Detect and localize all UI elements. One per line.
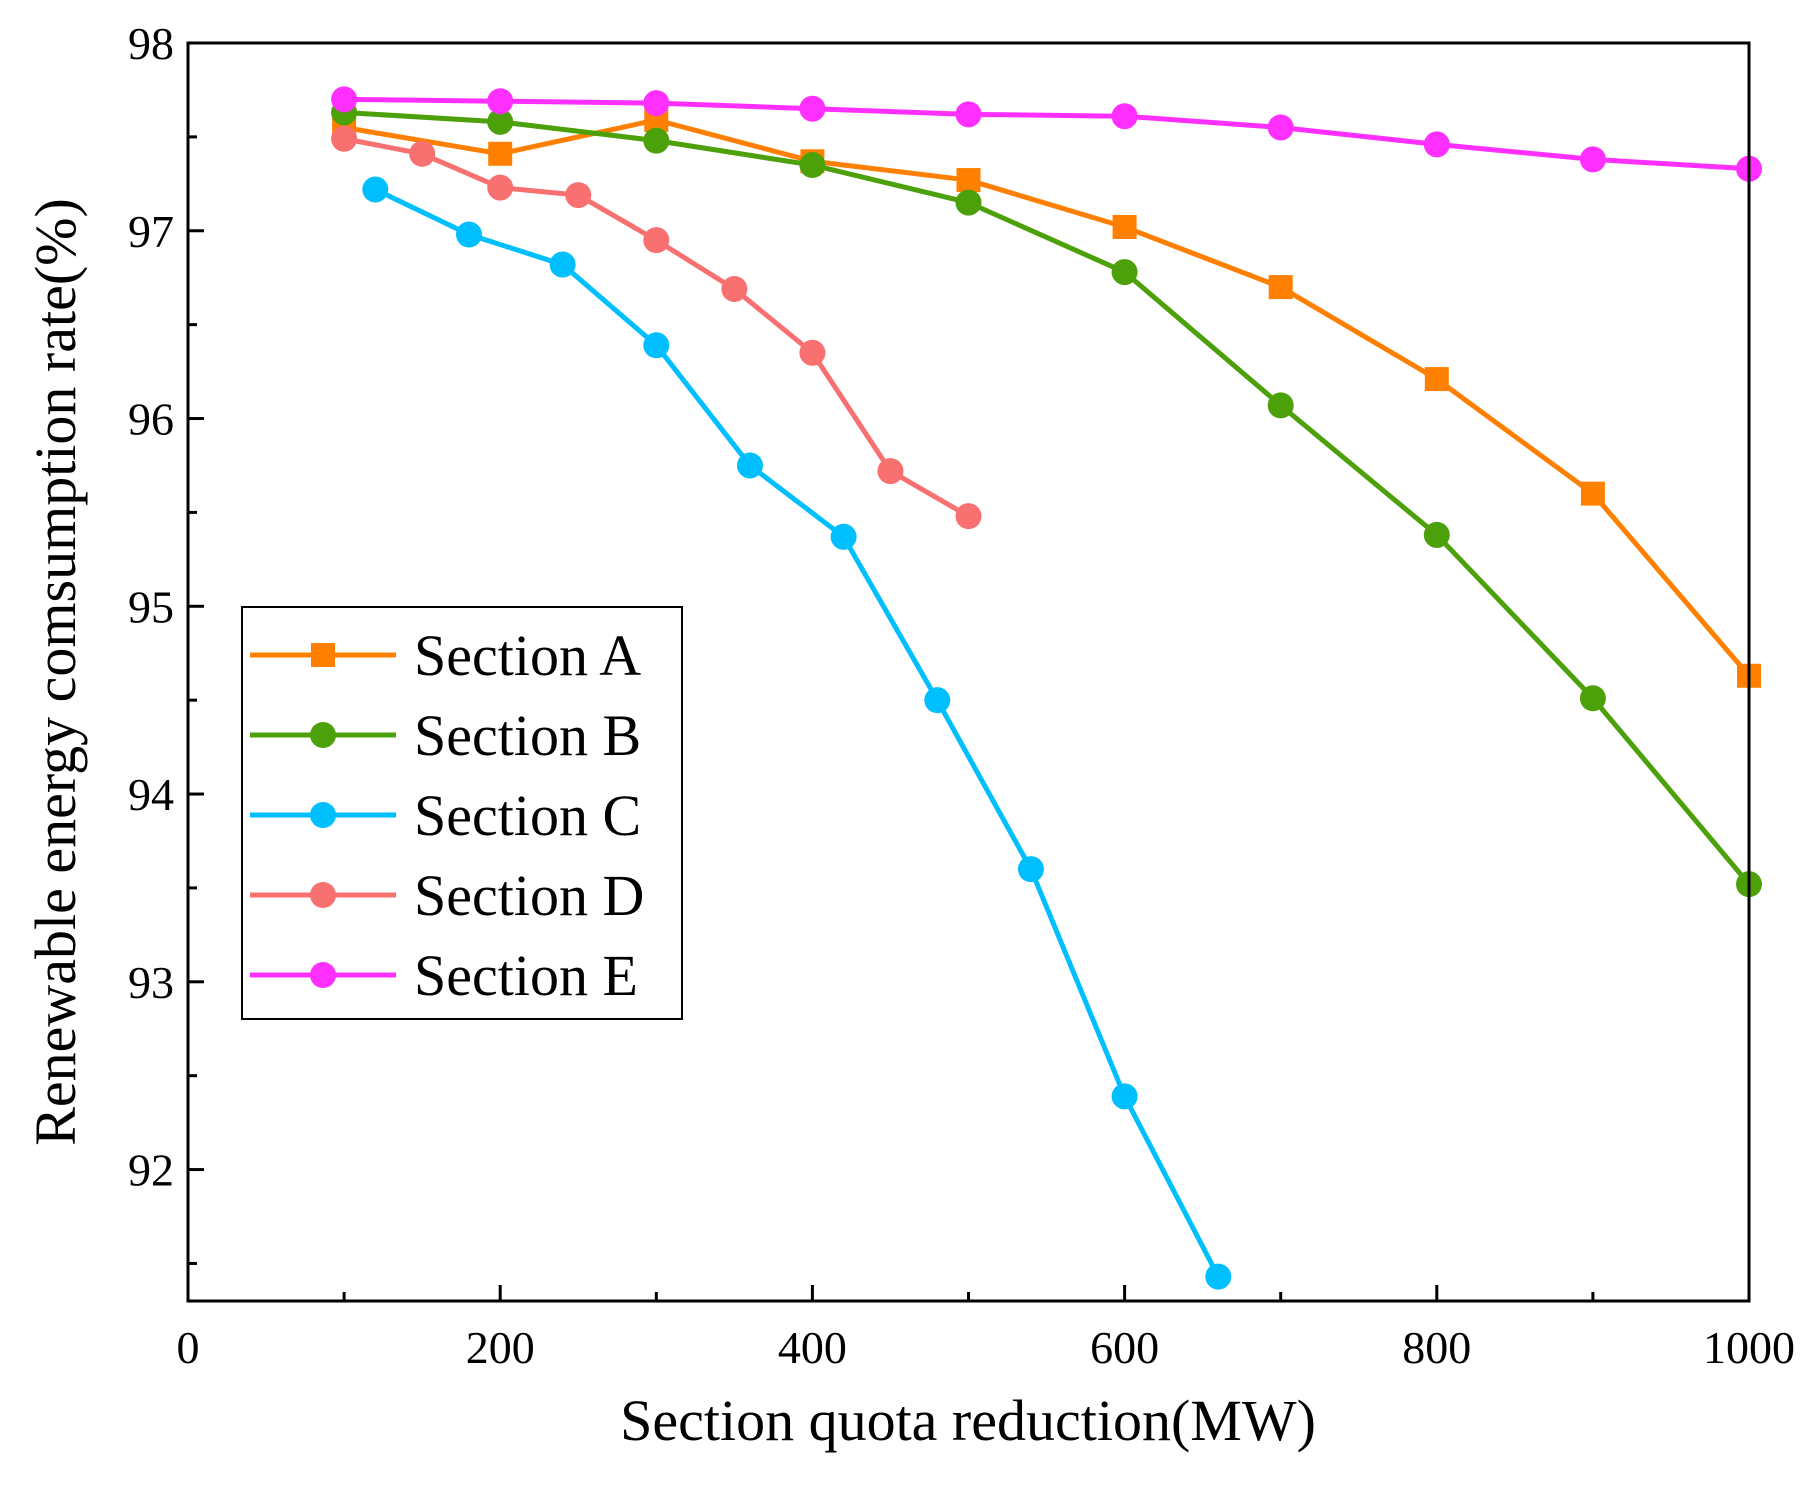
data-point: [1423, 521, 1450, 548]
legend-item: Section A: [250, 623, 641, 688]
data-point: [830, 523, 857, 550]
legend-marker: [311, 643, 335, 667]
data-point: [1111, 103, 1138, 130]
data-point: [799, 152, 826, 179]
x-tick-label: 400: [778, 1322, 847, 1373]
data-point: [1580, 481, 1605, 506]
series-line: [343, 136, 970, 519]
series-line: [343, 109, 1751, 886]
y-tick-label: 96: [128, 394, 174, 445]
data-point: [331, 86, 358, 113]
legend-item: Section B: [250, 703, 641, 768]
data-point: [1268, 275, 1293, 300]
data-point: [331, 125, 358, 152]
data-point: [409, 140, 436, 167]
legend-item: Section E: [250, 943, 638, 1008]
data-point: [955, 101, 982, 128]
data-point: [643, 90, 670, 117]
legend-marker: [310, 722, 336, 748]
data-point: [955, 189, 982, 216]
data-point: [549, 251, 576, 278]
series-line: [343, 117, 1751, 678]
data-point: [1579, 685, 1606, 712]
series-section-e: [331, 86, 1762, 182]
legend: Section A Section B Section C Section D Sect…: [241, 606, 683, 1020]
legend-item: Section D: [250, 863, 644, 928]
data-point: [455, 221, 482, 248]
x-tick-label: 1000: [1703, 1322, 1795, 1373]
legend-marker: [310, 882, 336, 908]
data-point: [487, 88, 514, 115]
data-point: [721, 275, 748, 302]
data-point: [1111, 1083, 1138, 1110]
data-point: [799, 339, 826, 366]
x-tick-label: 600: [1090, 1322, 1159, 1373]
legend-label: Section D: [414, 863, 644, 928]
legend-item: Section C: [250, 783, 641, 848]
data-point: [799, 95, 826, 122]
series-line: [344, 96, 1750, 172]
data-point: [956, 168, 981, 193]
y-tick-label: 92: [128, 1145, 174, 1196]
data-point: [1205, 1263, 1232, 1290]
legend-marker: [310, 802, 336, 828]
data-point: [1267, 392, 1294, 419]
series-section-d: [331, 125, 982, 530]
data-point: [643, 332, 670, 359]
x-axis-label: Section quota reduction(MW): [620, 1388, 1316, 1453]
legend-label: Section E: [414, 943, 638, 1008]
x-tick-label: 800: [1402, 1322, 1471, 1373]
data-point: [736, 452, 763, 479]
legend-marker: [310, 962, 336, 988]
legend-label: Section B: [414, 703, 641, 768]
data-point: [955, 503, 982, 530]
legend-label: Section C: [414, 783, 641, 848]
data-point: [877, 458, 904, 485]
series-section-c: [362, 176, 1232, 1290]
data-point: [1423, 131, 1450, 158]
y-axis-label: Renewable energy comsumption rate(%): [23, 198, 88, 1146]
data-point: [487, 174, 514, 201]
data-point: [1267, 114, 1294, 141]
data-point: [1112, 215, 1137, 240]
data-point: [643, 127, 670, 154]
data-point: [1424, 367, 1449, 392]
data-point: [1017, 856, 1044, 883]
y-tick-label: 97: [128, 206, 174, 257]
x-tick-label: 200: [466, 1322, 535, 1373]
y-tick-label: 94: [128, 769, 174, 820]
y-tick-label: 93: [128, 957, 174, 1008]
data-point: [1579, 146, 1606, 173]
series-section-a: [332, 107, 1761, 688]
data-point: [924, 687, 951, 714]
data-point: [488, 141, 513, 166]
legend-label: Section A: [414, 623, 641, 688]
data-point: [1111, 259, 1138, 286]
x-tick-label: 0: [177, 1322, 200, 1373]
series-line: [374, 187, 1221, 1278]
data-point: [362, 176, 389, 203]
data-point: [565, 182, 592, 209]
y-tick-label: 98: [128, 18, 174, 69]
y-tick-label: 95: [128, 581, 174, 632]
data-point: [487, 108, 514, 135]
data-point: [643, 227, 670, 254]
